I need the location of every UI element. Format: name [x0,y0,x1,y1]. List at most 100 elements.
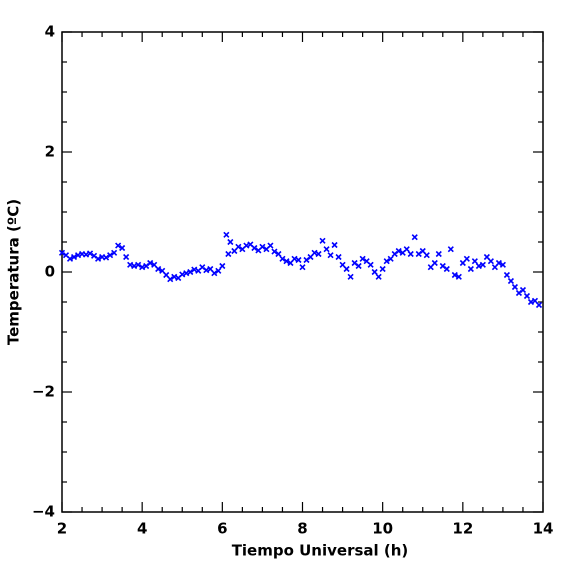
data-point [467,265,474,273]
data-point [295,256,302,264]
y-tick-label: 0 [45,263,55,281]
data-point [179,271,186,278]
data-point [455,273,462,280]
x-tick-label: 12 [452,520,473,538]
data-point [411,234,418,241]
data-point [447,246,454,253]
data-point [499,261,506,268]
data-point [225,250,232,258]
data-point [495,259,502,267]
y-tick-label: −4 [32,503,55,521]
data-point [215,267,222,274]
data-point [503,271,510,279]
x-tick-label: 10 [372,520,393,538]
data-point [271,248,278,255]
data-point [323,246,330,253]
data-point [435,250,442,258]
data-point [315,250,322,258]
data-point [171,273,178,280]
x-axis-label: Tiempo Universal (h) [232,542,409,560]
data-point [82,251,90,258]
data-point [86,250,94,257]
x-tick-label: 4 [137,520,147,538]
data-point [191,266,198,273]
data-point [395,247,402,255]
data-point [66,255,74,262]
y-tick-label: 4 [45,23,55,41]
data-point [355,262,362,270]
data-point [235,243,242,250]
data-point [155,265,162,273]
data-point [527,298,535,306]
data-point [227,238,234,246]
data-point [139,264,146,271]
data-point [451,271,458,279]
y-tick-label: 2 [45,143,55,161]
data-point [407,250,414,258]
data-point [147,259,154,267]
data-point [523,292,531,300]
data-point [423,252,430,259]
data-point [279,255,286,262]
data-point [479,261,486,268]
data-point [403,246,410,253]
data-point [183,270,190,277]
data-point [58,249,66,256]
data-point [187,268,194,276]
data-point [123,253,130,261]
data-point [327,252,334,259]
data-point [119,244,126,252]
data-point [103,254,110,261]
x-tick-label: 14 [533,520,554,538]
data-point [383,258,390,265]
data-point [475,262,482,270]
data-point [375,273,382,280]
data-point [95,255,102,262]
data-point [387,255,394,262]
data-point [319,237,326,244]
data-point [367,261,374,268]
data-point [211,270,218,277]
data-point [223,231,230,238]
x-tick-label: 8 [297,520,307,538]
data-point [127,261,134,268]
y-tick-label: −2 [32,383,55,401]
data-point [431,259,438,267]
data-point [203,267,210,274]
data-point [463,255,470,262]
data-point [167,276,174,283]
data-point [115,242,122,249]
data-point [343,265,350,273]
data-point [283,258,290,265]
data-point [507,277,514,285]
data-point [70,253,78,261]
data-point [535,301,543,309]
data-point [379,265,386,273]
data-point [487,258,494,265]
plot-frame [61,31,544,513]
data-point [519,286,527,294]
data-point [259,243,266,250]
data-point [471,258,478,265]
data-point [299,264,306,271]
data-point [219,262,226,270]
data-point [267,242,274,249]
data-point [243,242,250,249]
data-point [331,241,338,249]
data-point [74,252,82,259]
data-point [359,255,366,262]
data-point [291,255,298,262]
data-point [511,283,519,291]
data-point [347,273,354,280]
x-tick-label: 2 [57,520,67,538]
x-tick-label: 6 [217,520,227,538]
data-point [443,265,450,273]
data-point [371,268,378,276]
data-point [251,244,258,252]
data-point [135,261,142,268]
data-point [335,253,342,261]
y-axis-label: Temperatura (ºC) [5,199,23,345]
data-point [107,252,114,259]
data-point [311,249,318,256]
